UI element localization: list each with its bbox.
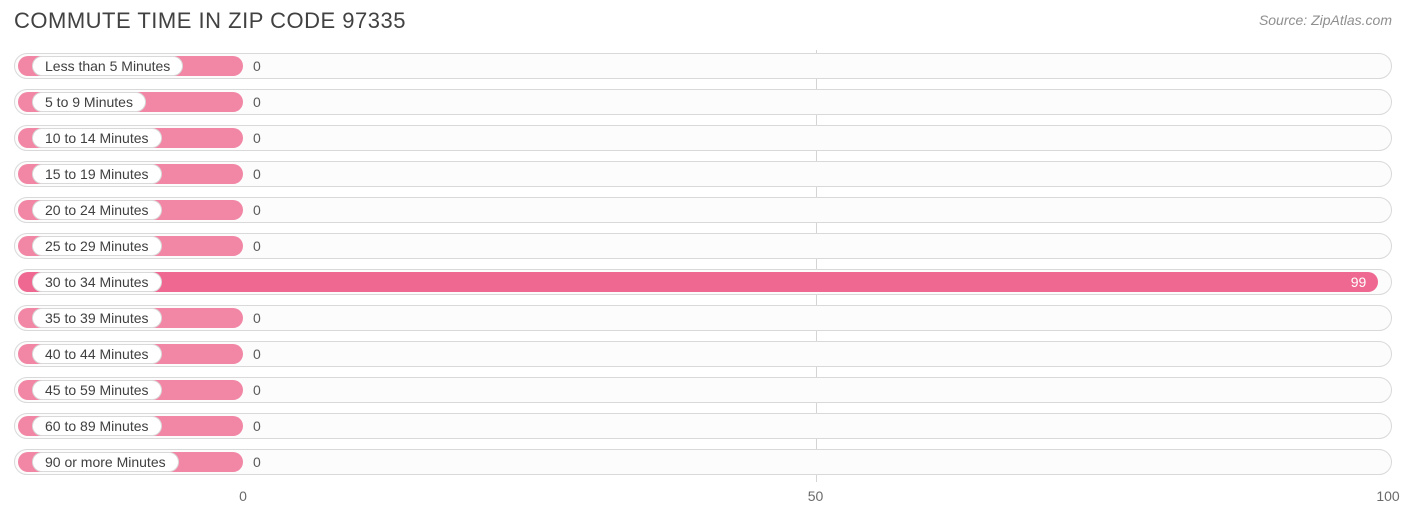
value-label: 0 [253,50,261,82]
bar-row: 20 to 24 Minutes 0 [14,194,1392,226]
bar-row: 90 or more Minutes 0 [14,446,1392,478]
category-label: 90 or more Minutes [32,452,179,472]
category-label: 30 to 34 Minutes [32,272,162,292]
axis-tick: 0 [239,488,247,504]
value-label: 0 [253,230,261,262]
value-label: 0 [253,158,261,190]
value-label: 0 [253,302,261,334]
chart-source: Source: ZipAtlas.com [1259,8,1392,28]
bar-row: 30 to 34 Minutes 99 [14,266,1392,298]
axis-tick: 50 [808,488,824,504]
value-label: 0 [253,374,261,406]
chart-container: COMMUTE TIME IN ZIP CODE 97335 Source: Z… [0,0,1406,523]
bar-row: 25 to 29 Minutes 0 [14,230,1392,262]
chart-plot-area: Less than 5 Minutes05 to 9 Minutes010 to… [14,50,1392,512]
value-label: 0 [253,194,261,226]
value-label: 0 [253,446,261,478]
value-label: 0 [253,122,261,154]
category-label: 60 to 89 Minutes [32,416,162,436]
category-label: 35 to 39 Minutes [32,308,162,328]
chart-title: COMMUTE TIME IN ZIP CODE 97335 [14,8,406,34]
category-label: Less than 5 Minutes [32,56,183,76]
category-label: 15 to 19 Minutes [32,164,162,184]
category-label: 20 to 24 Minutes [32,200,162,220]
bar-row: 60 to 89 Minutes 0 [14,410,1392,442]
bar-row: Less than 5 Minutes 0 [14,50,1392,82]
bar-row: 40 to 44 Minutes 0 [14,338,1392,370]
value-label: 0 [253,338,261,370]
axis-tick: 100 [1376,488,1399,504]
value-label: 0 [253,86,261,118]
source-prefix: Source: [1259,12,1311,28]
x-axis: 050100 [14,482,1392,512]
bar-row: 10 to 14 Minutes 0 [14,122,1392,154]
category-label: 40 to 44 Minutes [32,344,162,364]
chart-header: COMMUTE TIME IN ZIP CODE 97335 Source: Z… [14,8,1392,50]
bar-row: 45 to 59 Minutes 0 [14,374,1392,406]
category-label: 10 to 14 Minutes [32,128,162,148]
value-label: 99 [1351,266,1367,298]
value-label: 0 [253,410,261,442]
category-label: 5 to 9 Minutes [32,92,146,112]
bar-row: 5 to 9 Minutes 0 [14,86,1392,118]
category-label: 45 to 59 Minutes [32,380,162,400]
source-name: ZipAtlas.com [1311,12,1392,28]
category-label: 25 to 29 Minutes [32,236,162,256]
bar-rows: Less than 5 Minutes05 to 9 Minutes010 to… [14,50,1392,478]
bar-row: 35 to 39 Minutes 0 [14,302,1392,334]
bar-row: 15 to 19 Minutes 0 [14,158,1392,190]
bar-fill [18,272,1378,292]
